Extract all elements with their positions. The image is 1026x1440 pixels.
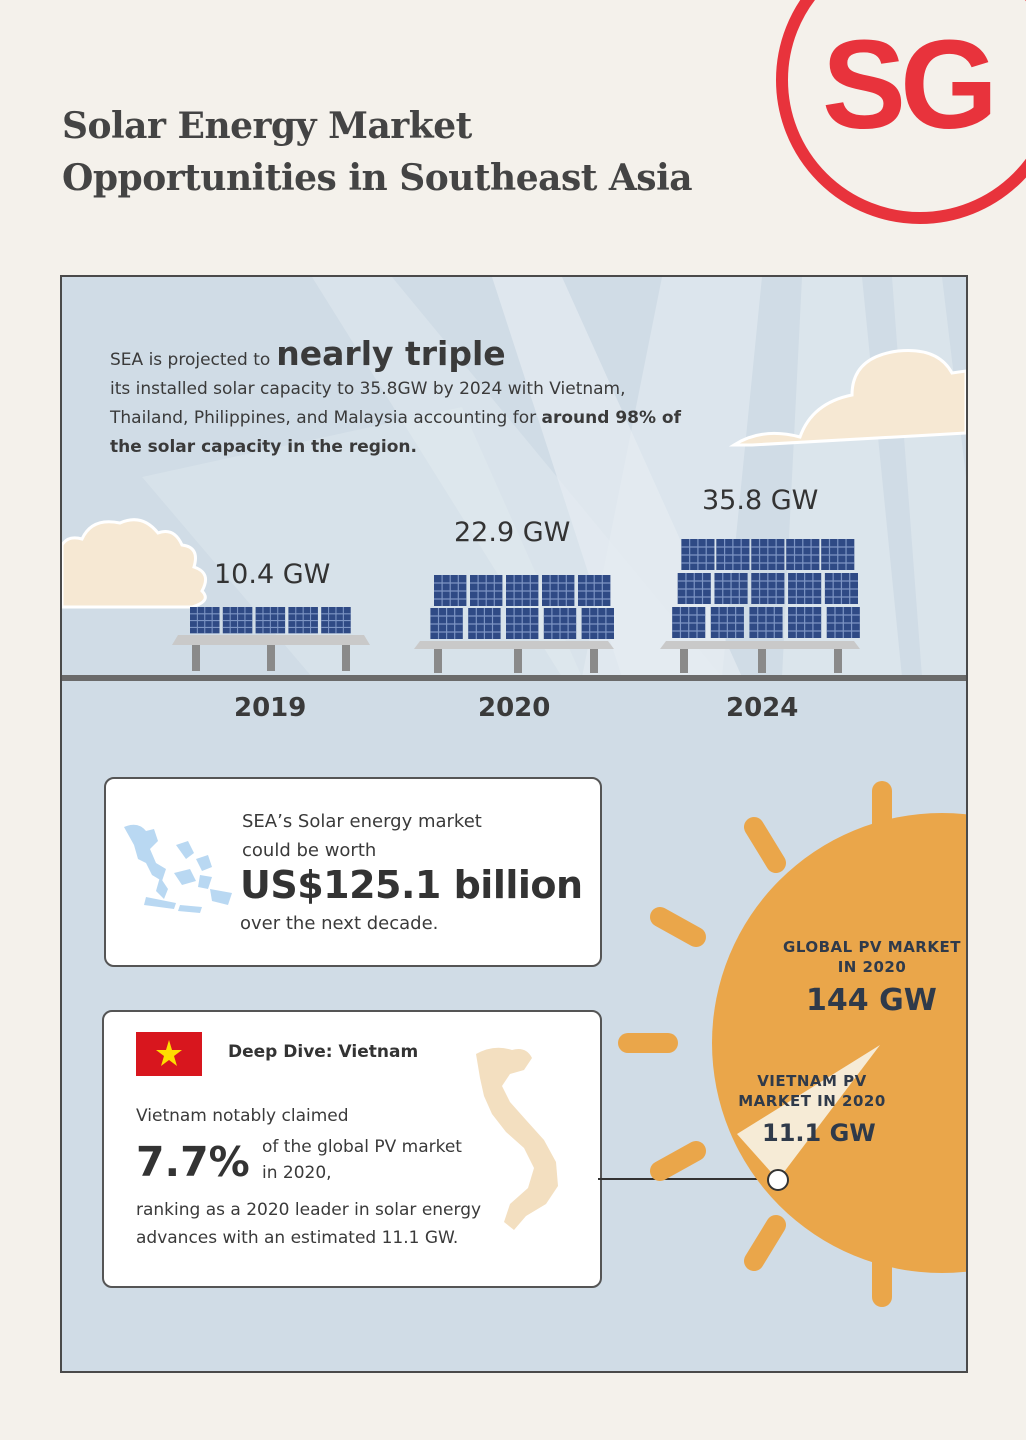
global-pv-label: GLOBAL PV MARKET IN 2020 [783, 938, 961, 976]
capacity-section: SEA is projected to nearly triple its ins… [62, 277, 966, 677]
sun-ray-icon [744, 1215, 786, 1271]
global-pv-value: 144 GW [806, 983, 937, 1018]
vietnam-share-wedge [737, 1045, 880, 1180]
vietnam-intro: Vietnam notably claimed [136, 1106, 349, 1126]
sky-background [62, 277, 966, 677]
cloud-icon [62, 518, 208, 609]
title-line-2: Opportunities in Southeast Asia [62, 157, 693, 199]
sun-graphic [598, 781, 966, 1307]
solar-array-2020 [414, 574, 615, 673]
solar-array-2024 [660, 538, 861, 673]
sun-icon [712, 813, 966, 1273]
vietnam-card-title: Deep Dive: Vietnam [228, 1042, 419, 1062]
vietnam-map-icon [476, 1047, 558, 1230]
infographic-panel: SEA is projected to nearly triple its ins… [60, 275, 968, 1373]
title-line-1: Solar Energy Market [62, 105, 472, 147]
market-amount: US$125.1 billion [240, 863, 583, 907]
capacity-value-2019: 10.4 GW [214, 559, 331, 590]
headline-emphasis: nearly triple [276, 334, 506, 373]
headline-body: its installed solar capacity to 35.8GW b… [110, 379, 626, 428]
vietnam-pv-value: 11.1 GW [762, 1119, 876, 1147]
headline-bold-tail: around 98% of the solar capacity in the … [110, 408, 682, 457]
year-2019: 2019 [234, 693, 307, 723]
year-2020: 2020 [478, 693, 551, 723]
sg-logo-icon: SG [776, 0, 1026, 224]
vietnam-card: Deep Dive: Vietnam Vietnam notably claim… [102, 1010, 602, 1288]
headline-intro: SEA is projected to [110, 350, 271, 370]
vietnam-conclusion: ranking as a 2020 leader in solar energy… [136, 1200, 482, 1248]
headline-text: SEA is projected to nearly triple its ins… [110, 337, 690, 462]
vietnam-percent: 7.7% [136, 1138, 250, 1186]
capacity-value-2020: 22.9 GW [454, 517, 571, 548]
ground-line [62, 675, 966, 681]
sun-ray-icon [650, 907, 706, 947]
market-tail: over the next decade. [240, 913, 439, 934]
sea-map-icon [124, 824, 232, 913]
vietnam-flag-icon [136, 1032, 202, 1076]
vietnam-pv-label: VIETNAM PV MARKET IN 2020 [738, 1072, 886, 1110]
sg-logo-text: SG [822, 14, 992, 155]
page-title: Solar Energy Market Opportunities in Sou… [62, 100, 693, 204]
capacity-value-2024: 35.8 GW [702, 485, 819, 516]
sun-ray-icon [650, 1141, 706, 1181]
sun-ray-icon [744, 817, 786, 873]
vietnam-percent-context: of the global PV market in 2020, [262, 1137, 462, 1183]
connector-dot-icon [767, 1169, 789, 1191]
year-2024: 2024 [726, 693, 799, 723]
solar-array-2019 [172, 606, 370, 671]
cloud-icon [728, 348, 966, 447]
market-lead: SEA’s Solar energy market could be worth [242, 811, 482, 861]
market-value-card: SEA’s Solar energy market could be worth… [104, 777, 602, 967]
